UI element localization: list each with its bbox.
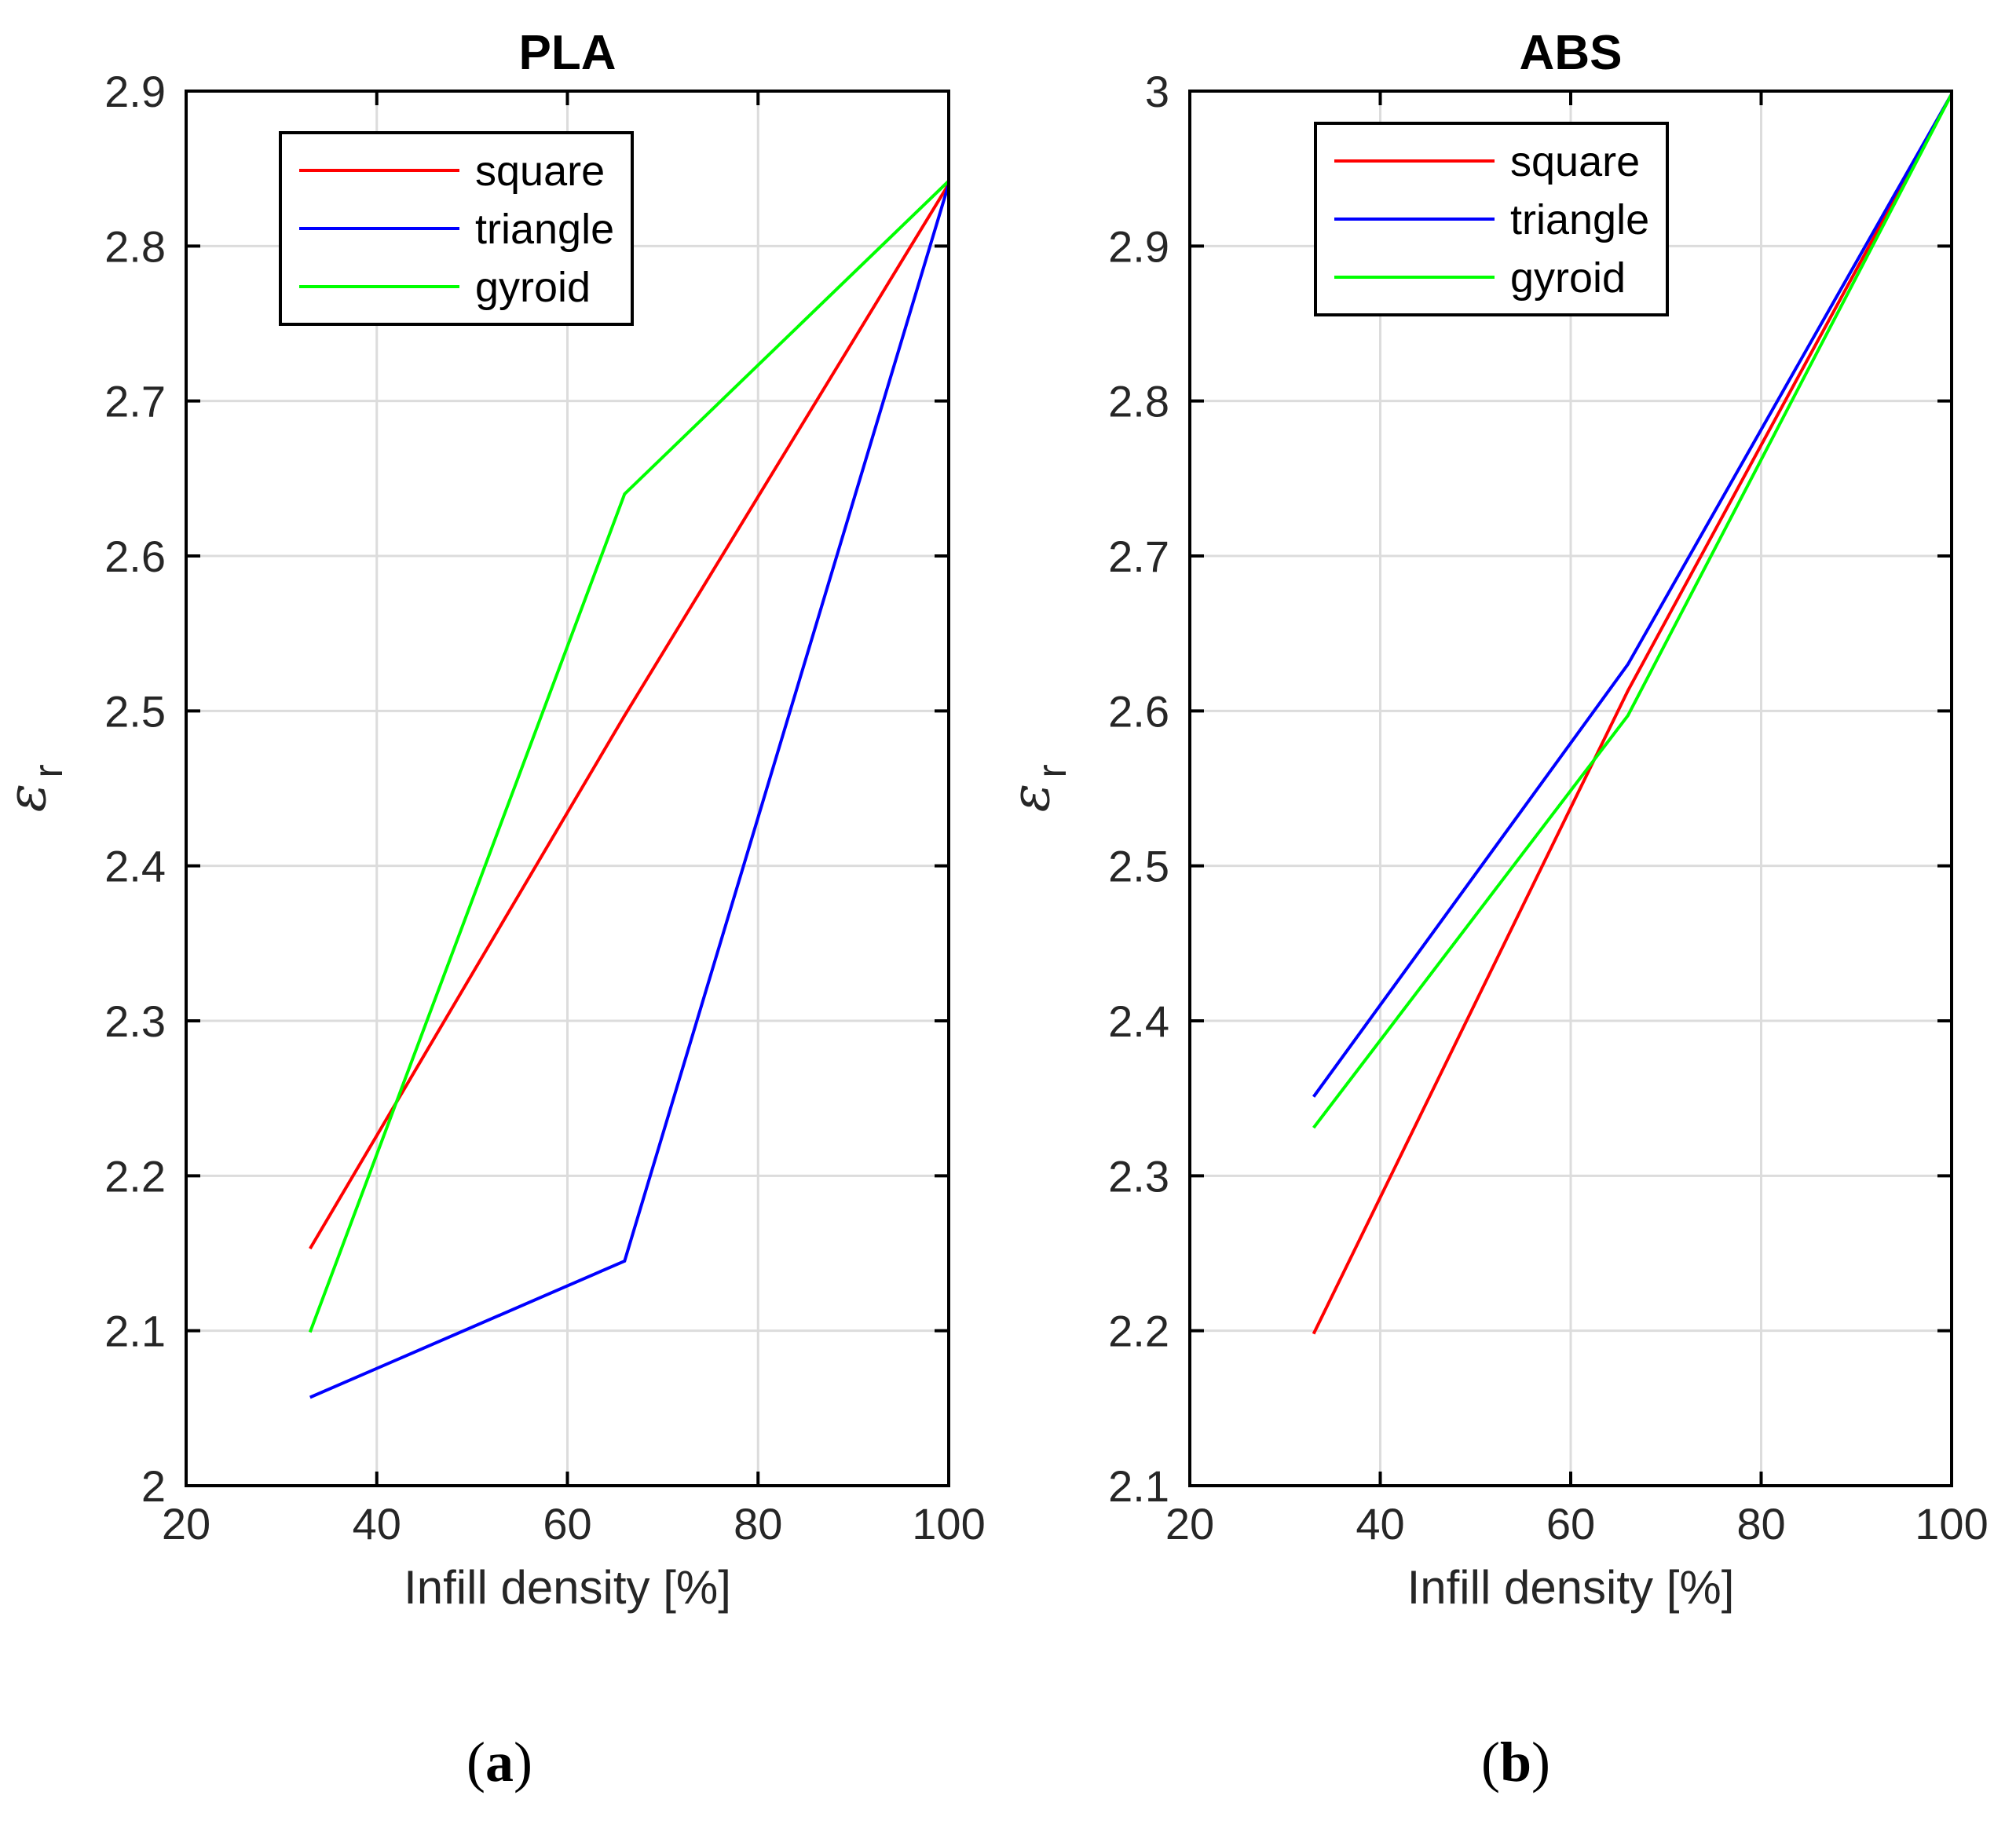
series-line-triangle	[309, 183, 950, 1399]
legend-label-gyroid: gyroid	[475, 264, 591, 311]
y-tick-label: 2.7	[1108, 532, 1169, 581]
x-tick-label: 60	[1546, 1499, 1595, 1549]
legend: square triangle gyroid	[279, 131, 634, 326]
y-tick-label: 2.3	[1108, 1151, 1169, 1201]
y-tick-label: 2.8	[104, 221, 166, 271]
y-tick-label: 2.2	[1108, 1307, 1169, 1356]
y-tick-label: 2.7	[104, 377, 166, 426]
x-tick-label: 60	[543, 1499, 591, 1549]
y-tick-label: 2.9	[104, 67, 166, 116]
x-tick-label: 20	[162, 1499, 210, 1549]
series-line-gyroid	[308, 180, 950, 1333]
chart-title: PLA	[519, 26, 617, 80]
series-line-gyroid	[1312, 93, 1953, 1129]
y-tick-label: 2.5	[104, 686, 166, 736]
y-axis-label-symbol: ε	[0, 784, 58, 813]
x-tick-label: 100	[1915, 1499, 1988, 1549]
y-tick-label: 2.3	[104, 996, 166, 1046]
y-tick-label: 2.6	[104, 532, 166, 581]
panel-caption: (a)	[466, 1731, 532, 1794]
y-tick-label: 2.8	[1108, 377, 1169, 426]
x-tick-label: 100	[912, 1499, 985, 1549]
y-axis-label-subscript: r	[26, 764, 71, 777]
y-tick-label: 2.2	[104, 1151, 166, 1201]
legend-label-triangle: triangle	[475, 206, 614, 253]
panel-pla: 20 40 60 80 100 2 2.1 2.2 2.3 2.4 2.5 2.6 2.7 2.8 2.9 P…	[0, 26, 986, 1794]
x-tick-label: 40	[1356, 1499, 1404, 1549]
legend-label-square: square	[1510, 138, 1640, 185]
panel-caption-letter: b	[1500, 1731, 1531, 1794]
panel-caption: (b)	[1481, 1731, 1550, 1794]
y-axis-label-symbol: ε	[1000, 784, 1062, 813]
legend: square triangle gyroid	[1314, 122, 1669, 316]
legend-label-triangle: triangle	[1510, 196, 1649, 243]
x-tick-label: 80	[734, 1499, 782, 1549]
y-tick-label: 2.9	[1108, 221, 1169, 271]
series-line-square	[309, 183, 950, 1250]
y-tick-label: 2.5	[1108, 842, 1169, 891]
x-axis-label: Infill density [%]	[404, 1561, 731, 1614]
y-tick-label: 2.4	[1108, 996, 1169, 1046]
y-tick-label: 2.1	[104, 1307, 166, 1356]
x-tick-label: 40	[353, 1499, 401, 1549]
panel-abs: 20 40 60 80 100 2.1 2.2 2.3 2.4 2.5 2.6 2.7 2.8 2.9 3 A…	[1000, 26, 1989, 1794]
y-tick-label: 2	[141, 1461, 166, 1511]
y-axis-label: εr	[1000, 764, 1075, 812]
y-tick-label: 3	[1145, 67, 1169, 116]
series-line-triangle	[1312, 93, 1953, 1098]
chart-title: ABS	[1520, 26, 1623, 80]
y-tick-label: 2.4	[104, 842, 166, 891]
x-tick-label: 80	[1736, 1499, 1785, 1549]
legend-label-square: square	[475, 148, 605, 195]
series-line-square	[1312, 93, 1953, 1335]
x-axis-label: Infill density [%]	[1407, 1561, 1735, 1614]
y-tick-label: 2.6	[1108, 686, 1169, 736]
y-axis-label: εr	[0, 764, 71, 812]
legend-label-gyroid: gyroid	[1510, 254, 1626, 302]
y-axis-label-subscript: r	[1030, 764, 1075, 777]
y-tick-label: 2.1	[1108, 1461, 1169, 1511]
panel-caption-letter: a	[485, 1731, 514, 1794]
x-tick-label: 20	[1165, 1499, 1214, 1549]
